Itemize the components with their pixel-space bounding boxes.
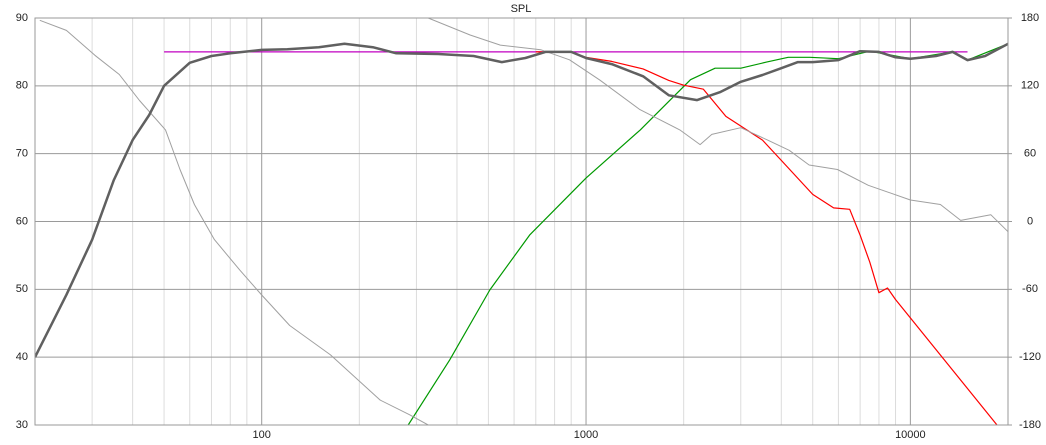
y2-tick-label: -120 [1019,351,1041,363]
x-tick-label: 1000 [574,429,598,441]
y-tick-label: 70 [16,148,28,160]
series-line [535,51,998,425]
y2-tick-label: -180 [1019,419,1041,431]
y2-tick-label: 0 [1027,215,1033,227]
y-tick-label: 40 [16,351,28,363]
x-tick-label: 10000 [895,429,926,441]
y-tick-label: 50 [16,283,28,295]
y2-tick-label: -60 [1022,283,1038,295]
series-line [35,42,1008,358]
y-tick-label: 60 [16,215,28,227]
y-tick-label: 90 [16,12,28,24]
chart-title: SPL [511,3,532,15]
y2-tick-label: 60 [1024,148,1036,160]
y-tick-label: 30 [16,419,28,431]
lines [35,18,1008,425]
y2-tick-label: 120 [1021,80,1039,92]
y-tick-label: 80 [16,80,28,92]
x-tick-label: 100 [253,429,271,441]
grid [35,17,1008,426]
y2-tick-label: 180 [1021,12,1039,24]
